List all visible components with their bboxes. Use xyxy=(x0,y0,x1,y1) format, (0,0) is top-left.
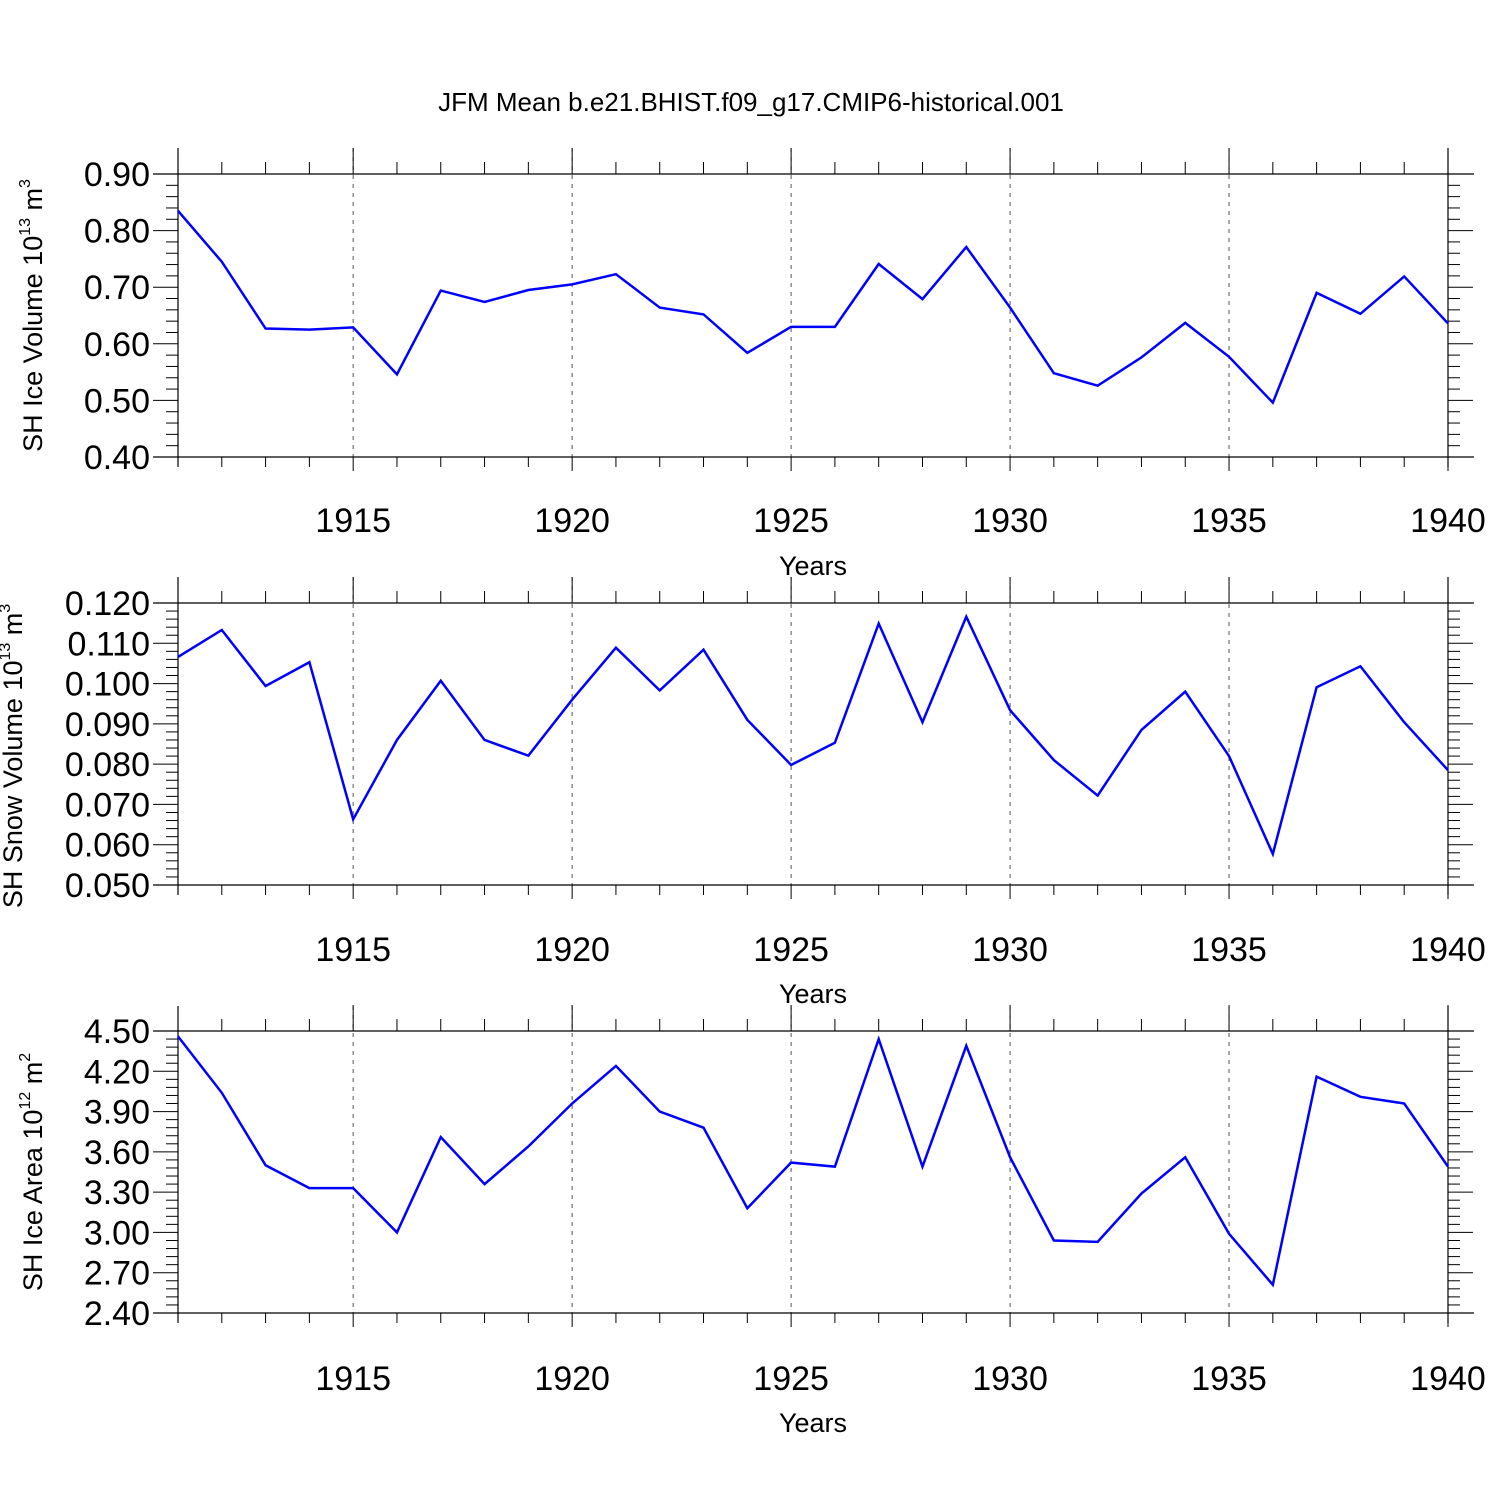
y-axis-label: SH Ice Area 1012 m2 xyxy=(17,1053,48,1291)
x-tick-label: 1940 xyxy=(1410,1360,1486,1398)
panel-1: 0.40 0.50 0.60 0.70 0.80 0.90 1915 1920 1925 1930… xyxy=(17,148,1486,581)
x-tick-label: 1920 xyxy=(534,502,610,540)
x-axis-label: Years xyxy=(779,551,847,581)
y-axis-label: SH Snow Volume 1013 m3 xyxy=(0,604,28,908)
y-tick-label: 0.60 xyxy=(84,326,150,364)
y-tick-label: 2.40 xyxy=(84,1295,150,1333)
y-tick-label: 3.90 xyxy=(84,1094,150,1132)
y-tick-label: 0.70 xyxy=(84,269,150,307)
y-axis-label: SH Ice Volume 1013 m3 xyxy=(17,179,48,452)
y-tick-label: 0.100 xyxy=(65,666,150,704)
x-tick-label: 1925 xyxy=(753,1360,829,1398)
y-tick-label: 4.50 xyxy=(84,1013,150,1051)
y-tick-label: 0.090 xyxy=(65,706,150,744)
y-tick-label: 2.70 xyxy=(84,1255,150,1293)
y-tick-label: 0.90 xyxy=(84,156,150,194)
series-line xyxy=(177,1035,1450,1288)
series-line xyxy=(177,613,1449,858)
x-tick-label: 1935 xyxy=(1191,931,1267,969)
y-tick-label: 4.20 xyxy=(84,1053,150,1091)
series-line xyxy=(177,209,1449,405)
x-tick-label: 1940 xyxy=(1410,502,1486,540)
x-tick-label: 1915 xyxy=(315,502,391,540)
y-tick-label: 0.060 xyxy=(65,827,150,865)
x-tick-label: 1925 xyxy=(753,502,829,540)
figure-title: JFM Mean b.e21.BHIST.f09_g17.CMIP6-histo… xyxy=(438,87,1064,117)
x-tick-label: 1940 xyxy=(1410,931,1486,969)
x-tick-label: 1930 xyxy=(972,502,1048,540)
y-tick-label: 3.00 xyxy=(84,1214,150,1252)
y-tick-label: 0.070 xyxy=(65,786,150,824)
x-tick-label: 1920 xyxy=(534,931,610,969)
x-tick-label: 1930 xyxy=(972,1360,1048,1398)
x-tick-label: 1925 xyxy=(753,931,829,969)
x-axis-label: Years xyxy=(779,1408,847,1438)
y-tick-label: 0.50 xyxy=(84,382,150,420)
x-tick-label: 1915 xyxy=(315,931,391,969)
y-tick-label: 0.80 xyxy=(84,213,150,251)
y-tick-label: 3.60 xyxy=(84,1134,150,1172)
y-tick-label: 0.120 xyxy=(65,585,150,623)
x-tick-label: 1915 xyxy=(315,1360,391,1398)
y-tick-label: 0.080 xyxy=(65,746,150,784)
x-tick-label: 1930 xyxy=(972,931,1048,969)
x-axis-label: Years xyxy=(779,979,847,1009)
x-tick-label: 1935 xyxy=(1191,502,1267,540)
y-tick-label: 0.050 xyxy=(65,867,150,905)
y-tick-label: 0.110 xyxy=(67,625,150,663)
y-tick-label: 0.40 xyxy=(84,439,150,477)
x-tick-label: 1935 xyxy=(1191,1360,1267,1398)
x-tick-label: 1920 xyxy=(534,1360,610,1398)
panels-container: 0.40 0.50 0.60 0.70 0.80 0.90 1915 1920 1925 1930… xyxy=(0,148,1486,1438)
y-tick-label: 3.30 xyxy=(84,1174,150,1212)
panel-3: 2.402.703.003.303.603.904.204.50 1915 1920… xyxy=(17,1005,1486,1438)
panel-2: 0.0500.0600.0700.0800.0900.1000.1100.120… xyxy=(0,577,1486,1009)
